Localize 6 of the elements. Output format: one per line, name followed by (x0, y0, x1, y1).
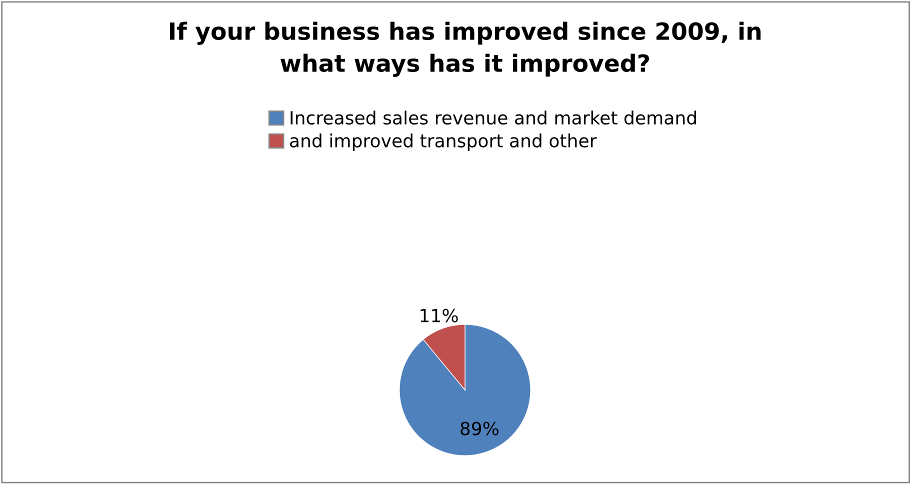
data-label: 89% (460, 422, 499, 436)
data-label: 11% (420, 308, 458, 322)
pie-slice (399, 324, 531, 456)
legend-label: and improved transport and other (290, 134, 597, 151)
chart-title: If your business has improved since 2009, in what ways has it improved? (170, 22, 761, 77)
legend-label: Increased sales revenue and market demand (290, 110, 696, 125)
